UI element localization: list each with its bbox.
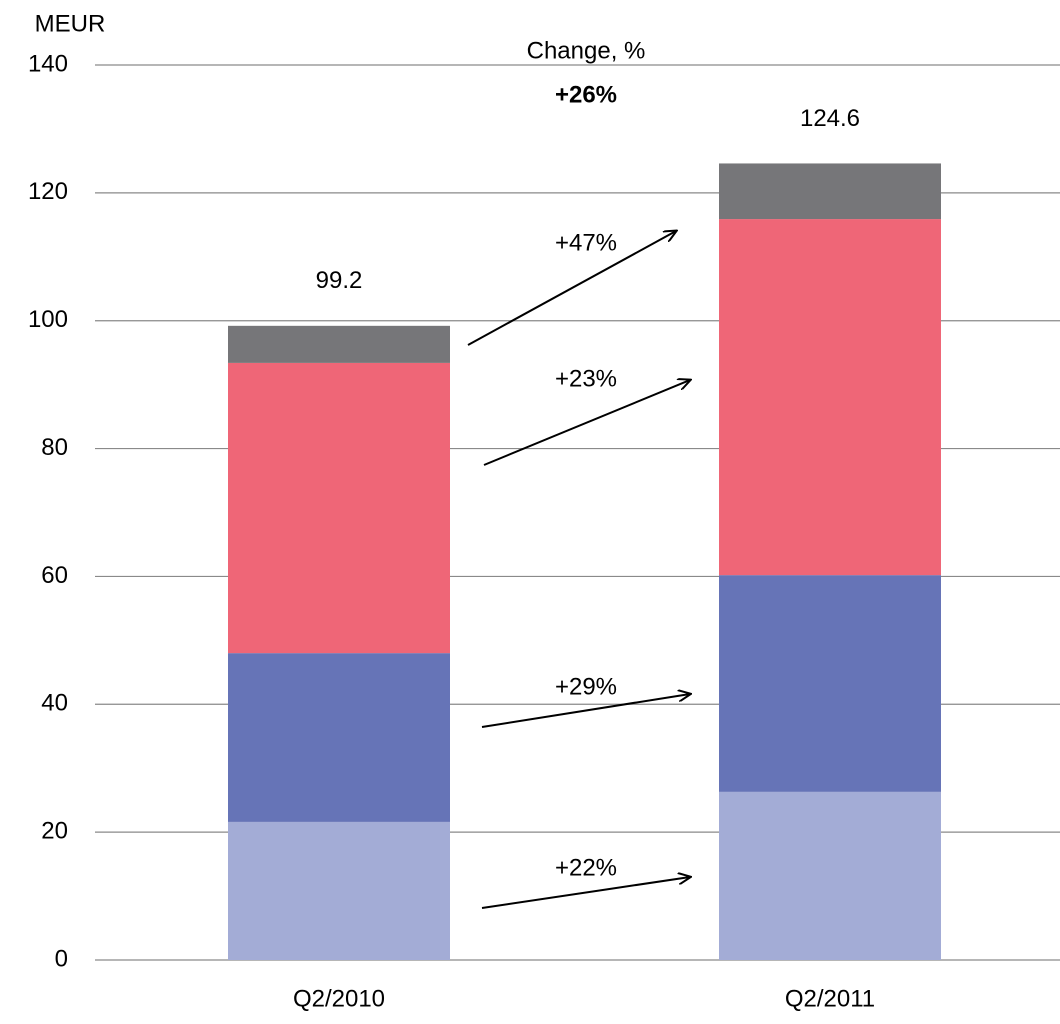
bar-segment	[228, 362, 450, 654]
y-tick-label: 100	[28, 306, 68, 333]
y-tick-label: 140	[28, 50, 68, 77]
y-axis-label: MEUR	[35, 10, 106, 37]
bar-segment	[719, 219, 941, 576]
y-tick-label: 0	[55, 945, 68, 972]
bar-segment	[719, 791, 941, 960]
y-tick-label: 60	[41, 562, 68, 589]
y-tick-label: 20	[41, 817, 68, 844]
total-label: 99.2	[316, 267, 363, 294]
total-label: 124.6	[800, 105, 860, 132]
bar-segment	[719, 163, 941, 220]
change-label: +22%	[555, 854, 617, 881]
y-tick-label: 80	[41, 434, 68, 461]
arrow	[481, 694, 690, 728]
bar-segment	[228, 821, 450, 960]
y-tick-label: 40	[41, 690, 68, 717]
change-total: +26%	[555, 81, 617, 108]
bar-segment	[228, 325, 450, 363]
arrow	[467, 231, 676, 346]
change-label: +47%	[555, 229, 617, 256]
x-tick-label: Q2/2010	[293, 985, 385, 1012]
arrow	[483, 380, 690, 466]
bar-segment	[228, 653, 450, 822]
bar-segment	[719, 575, 941, 792]
y-tick-label: 120	[28, 178, 68, 205]
change-label: +23%	[555, 365, 617, 392]
bars	[228, 163, 941, 960]
change-title: Change, %	[527, 37, 646, 64]
change-label: +29%	[555, 673, 617, 700]
arrow	[481, 877, 690, 909]
x-tick-label: Q2/2011	[785, 985, 875, 1012]
